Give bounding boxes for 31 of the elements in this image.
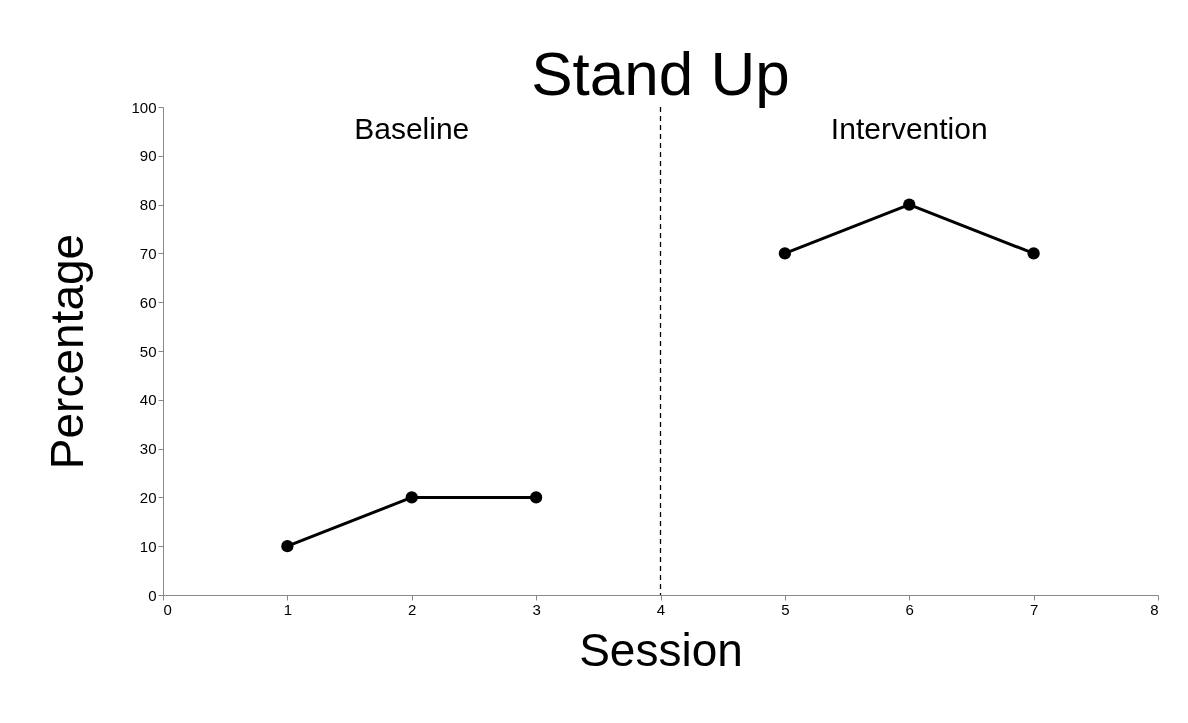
point: [903, 198, 916, 211]
point: [778, 247, 791, 260]
x-tick-label: 0: [163, 600, 172, 618]
x-tick-label: 3: [532, 600, 541, 618]
x-axis-title: Session: [579, 623, 743, 676]
point: [405, 491, 418, 504]
y-tick-label: 0: [148, 586, 157, 604]
point: [281, 540, 294, 553]
y-tick-label: 90: [139, 147, 157, 165]
y-tick-label: 60: [139, 293, 157, 311]
y-tick-label: 80: [139, 196, 157, 214]
x-tick-label: 6: [905, 600, 914, 618]
x-tick-label: 2: [408, 600, 417, 618]
y-tick-label: 40: [139, 391, 157, 409]
x-tick-label: 4: [656, 600, 666, 618]
y-axis-title: Percentage: [41, 233, 94, 470]
y-tick-label: 70: [139, 244, 157, 262]
point: [1027, 247, 1040, 260]
x-tick-label: 1: [283, 600, 293, 618]
chart-title: Stand Up: [531, 39, 790, 108]
y-tick-label: 100: [131, 98, 157, 116]
x-tick-label: 7: [1029, 600, 1039, 618]
x-tick-label: 8: [1150, 600, 1159, 618]
point: [530, 491, 543, 504]
y-tick-label: 20: [139, 488, 157, 506]
y-tick-label: 30: [139, 440, 157, 458]
y-tick-label: 50: [139, 342, 157, 360]
x-tick-label: 5: [781, 600, 790, 618]
annotation: Baseline: [354, 112, 470, 145]
annotation: Intervention: [830, 112, 988, 145]
y-tick-label: 10: [139, 537, 157, 555]
